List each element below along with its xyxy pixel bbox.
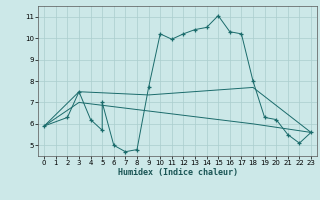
X-axis label: Humidex (Indice chaleur): Humidex (Indice chaleur) <box>118 168 238 177</box>
